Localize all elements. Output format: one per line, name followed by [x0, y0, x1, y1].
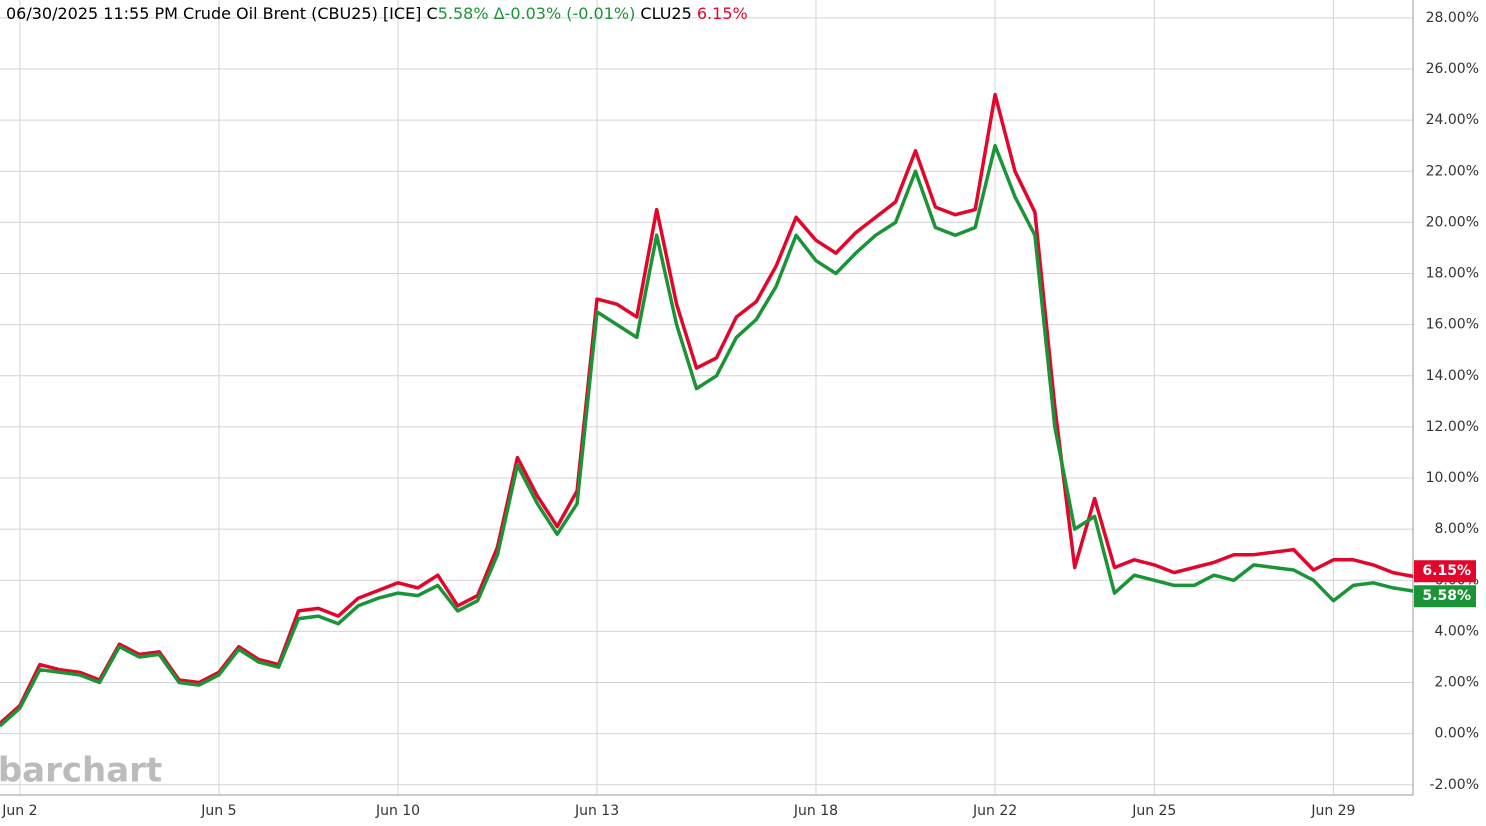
- symbol: Crude Oil Brent (CBU25) [ICE]: [183, 4, 421, 23]
- chart-header: 06/30/2025 11:55 PM Crude Oil Brent (CBU…: [6, 4, 748, 23]
- y-tick-label: 8.00%: [1435, 521, 1479, 537]
- c-value: 5.58%: [438, 4, 489, 23]
- series-line: [0, 92, 1414, 725]
- y-tick-label: 10.00%: [1426, 470, 1479, 486]
- other-value: 6.15%: [697, 4, 748, 23]
- y-tick-label: 16.00%: [1426, 317, 1479, 333]
- other-symbol: CLU25: [640, 4, 691, 23]
- c-label: C: [427, 4, 438, 23]
- y-tick-label: -2.00%: [1429, 777, 1479, 793]
- y-tick-label: 4.00%: [1435, 623, 1479, 639]
- y-tick-label: 18.00%: [1426, 266, 1479, 282]
- end-label-box: [1414, 560, 1476, 583]
- y-tick-label: 0.00%: [1435, 726, 1479, 742]
- x-tick-label: Jun 25: [1131, 803, 1176, 819]
- end-label: 6.15%: [1422, 563, 1471, 579]
- y-tick-label: 24.00%: [1426, 112, 1479, 128]
- watermark: barchart: [0, 751, 162, 791]
- end-label: 5.58%: [1422, 588, 1471, 604]
- y-tick-label: 14.00%: [1426, 368, 1479, 384]
- y-tick-label: 22.00%: [1426, 163, 1479, 179]
- series-line: [0, 143, 1414, 728]
- x-tick-label: Jun 5: [200, 803, 236, 819]
- x-tick-label: Jun 10: [375, 803, 420, 819]
- change: Δ-0.03% (-0.01%): [494, 4, 636, 23]
- y-tick-label: 12.00%: [1426, 419, 1479, 435]
- y-tick-label: 20.00%: [1426, 214, 1479, 230]
- y-tick-label: 26.00%: [1426, 61, 1479, 77]
- end-label-box: [1414, 585, 1476, 608]
- date-time: 06/30/2025 11:55 PM: [6, 4, 178, 23]
- x-tick-label: Jun 2: [1, 803, 37, 819]
- y-tick-label: 2.00%: [1435, 675, 1479, 691]
- y-tick-label: 28.00%: [1426, 10, 1479, 26]
- x-tick-label: Jun 18: [793, 803, 838, 819]
- x-tick-label: Jun 29: [1310, 803, 1355, 819]
- x-tick-label: Jun 13: [574, 803, 619, 819]
- x-tick-label: Jun 22: [972, 803, 1017, 819]
